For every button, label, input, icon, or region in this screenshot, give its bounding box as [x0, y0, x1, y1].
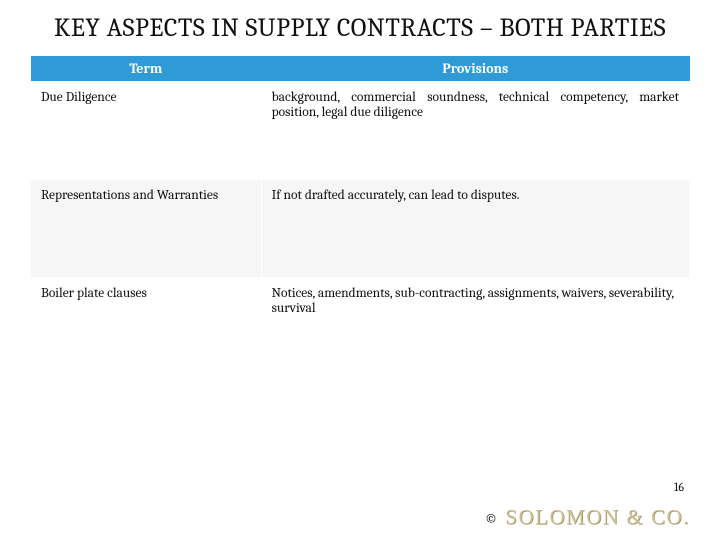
cell-term: Boiler plate clauses [31, 277, 262, 375]
page-number: 16 [674, 480, 684, 494]
table-row: Boiler plate clauses Notices, amendments… [31, 277, 690, 375]
col-header-provisions: Provisions [261, 56, 689, 82]
key-aspects-table: Term Provisions Due Diligence background… [30, 56, 690, 376]
copyright-symbol: © [485, 509, 498, 527]
page-title: KEY ASPECTS IN SUPPLY CONTRACTS – BOTH P… [30, 14, 690, 44]
table-row: Due Diligence background, commercial sou… [31, 81, 690, 179]
footer: © SOLOMON & CO. [485, 505, 690, 530]
col-header-term: Term [31, 56, 262, 82]
table-header-row: Term Provisions [31, 56, 690, 82]
slide-page: KEY ASPECTS IN SUPPLY CONTRACTS – BOTH P… [0, 0, 720, 540]
cell-term: Due Diligence [31, 81, 262, 179]
brand-name: SOLOMON & CO. [505, 505, 690, 530]
table-row: Representations and Warranties If not dr… [31, 179, 690, 277]
cell-term: Representations and Warranties [31, 179, 262, 277]
cell-provisions: background, commercial soundness, techni… [261, 81, 689, 179]
cell-provisions: If not drafted accurately, can lead to d… [261, 179, 689, 277]
cell-provisions: Notices, amendments, sub-contracting, as… [261, 277, 689, 375]
